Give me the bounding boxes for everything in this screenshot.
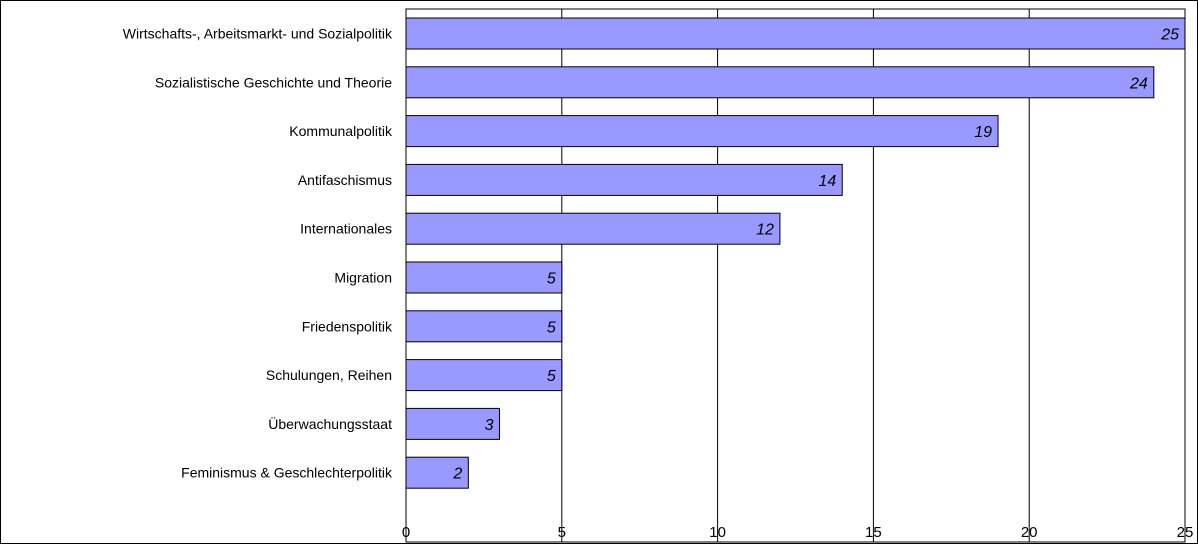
bar-1: [405, 66, 1155, 99]
bars: 25 24 19 14 12 5 5 5 3 2: [405, 17, 1186, 489]
category-label-5: Migration: [334, 270, 392, 286]
bar-2: [405, 115, 999, 148]
bar-8: [405, 407, 500, 440]
data-label-7: 5: [547, 368, 556, 385]
category-label-6: Friedenspolitik: [302, 318, 393, 334]
data-label-8: 3: [485, 417, 494, 434]
bar-4: [405, 212, 781, 245]
data-label-3: 14: [818, 173, 836, 190]
data-label-2: 19: [974, 124, 992, 141]
bar-7: [405, 359, 563, 392]
x-tick-label-4: 20: [1021, 524, 1038, 541]
category-label-1: Sozialistische Geschichte und Theorie: [155, 74, 392, 90]
x-tick-label-1: 5: [558, 524, 566, 541]
data-label-4: 12: [756, 222, 774, 239]
category-labels: Wirtschafts-, Arbeitsmarkt- und Sozialpo…: [123, 26, 393, 481]
category-label-0: Wirtschafts-, Arbeitsmarkt- und Sozialpo…: [123, 26, 393, 42]
data-label-9: 2: [452, 466, 462, 483]
bar-3: [405, 163, 843, 196]
bar-0: [405, 17, 1186, 50]
data-label-0: 25: [1160, 27, 1179, 44]
x-axis-ticks: 0 5 10 15 20 25: [402, 524, 1194, 541]
x-tick-label-2: 10: [709, 524, 726, 541]
x-tick-label-3: 15: [865, 524, 882, 541]
data-label-6: 5: [547, 319, 556, 336]
category-label-2: Kommunalpolitik: [289, 123, 393, 139]
category-label-8: Überwachungsstaat: [268, 415, 392, 432]
bar-6: [405, 310, 563, 343]
data-label-1: 24: [1129, 75, 1148, 92]
category-label-9: Feminismus & Geschlechterpolitik: [181, 465, 393, 481]
category-label-4: Internationales: [300, 221, 392, 237]
bar-5: [405, 261, 563, 294]
category-label-3: Antifaschismus: [298, 172, 392, 188]
category-label-7: Schulungen, Reihen: [266, 367, 392, 383]
plot-area-border: [405, 8, 1186, 543]
data-label-5: 5: [547, 271, 556, 288]
